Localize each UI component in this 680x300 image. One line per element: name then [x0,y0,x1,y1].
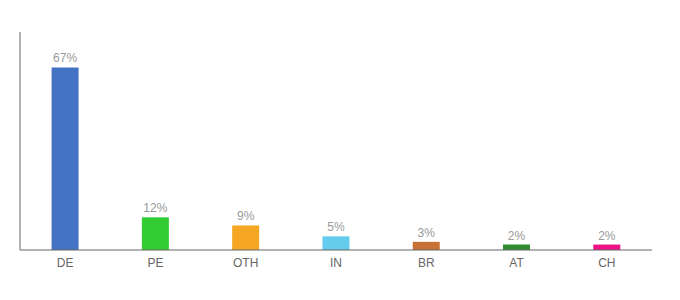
svg-text:AT: AT [509,256,524,270]
svg-text:12%: 12% [143,201,167,215]
svg-text:IN: IN [330,256,342,270]
svg-text:67%: 67% [53,51,77,65]
svg-text:9%: 9% [237,209,255,223]
svg-text:2%: 2% [598,229,616,243]
svg-text:BR: BR [418,256,435,270]
svg-text:OTH: OTH [233,256,258,270]
svg-text:PE: PE [147,256,163,270]
svg-text:5%: 5% [327,220,345,234]
svg-text:3%: 3% [418,226,436,240]
svg-text:DE: DE [57,256,74,270]
svg-text:2%: 2% [508,229,526,243]
svg-text:CH: CH [598,256,615,270]
